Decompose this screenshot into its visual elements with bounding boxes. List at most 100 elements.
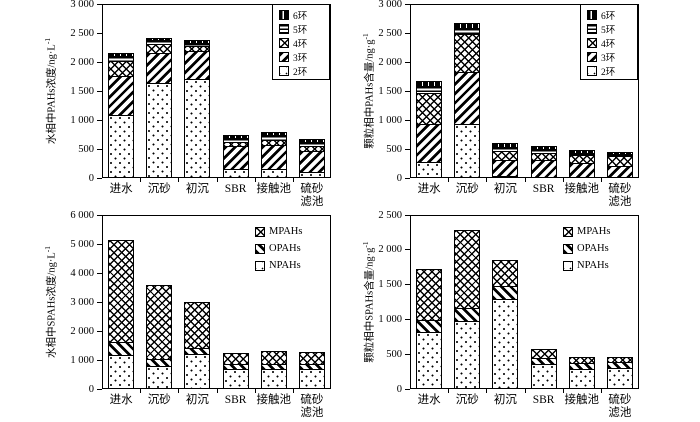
bar-primary-sed [184,302,211,389]
x-tick-mark [216,389,218,393]
y-tick-label: 2 500 [378,209,402,221]
bar-segment-mpahs [417,269,442,321]
y-tick-mark [97,330,102,332]
bar-sand-filter [298,351,325,389]
bar-segment-ring4 [569,154,594,164]
bar-segment-ring4 [455,33,480,72]
bar-segment-ring3 [185,51,210,79]
bar-contact-tank [568,356,595,389]
bar-segment-mpahs [109,240,134,343]
y-tick-mark [405,214,410,216]
bar-segment-opahs [417,320,442,333]
legend-item: 6环 [581,8,637,22]
y-tick-mark [97,3,102,5]
bar-segment-ring3 [223,146,248,169]
x-category-label: 沉砂 [455,183,479,195]
legend: MPAHs OPAHs NPAHs [563,223,635,274]
bar-segment-ring4 [607,156,632,166]
y-tick-label: 2 000 [70,325,94,337]
x-tick-mark [448,178,450,182]
x-category-label: SBR [224,394,247,406]
x-category-label: 硫砂 滤池 [608,394,632,419]
bar-grit-tank [454,229,481,389]
legend-item: 3环 [273,50,329,64]
y-tick-mark [405,61,410,63]
chart-water-pahs: 水相中PAHs浓度/ng·L-1 3 000 2 500 2 000 1 500 1 00… [0,0,350,211]
y-tick-label: 500 [386,143,402,155]
bar-segment-ring5 [607,153,632,157]
x-category-label: 接触池 [256,394,291,406]
bar-segment-ring4 [531,152,556,160]
y-tick-label: 1 000 [378,114,402,126]
legend-label: 5环 [601,26,616,36]
x-tick-mark [562,389,564,393]
bar-contact-tank [260,351,287,389]
bar-segment-ring4 [109,60,134,77]
bar-segment-ring2 [299,171,324,177]
bar-segment-ring3 [493,159,518,177]
y-tick-label: 4 000 [70,267,94,279]
bar-segment-ring4 [185,45,210,52]
bar-segment-npahs [569,369,594,388]
bar-segment-ring6 [185,41,210,43]
y-tick-label: 500 [78,143,94,155]
x-category-label: 初沉 [185,183,209,195]
bar-segment-ring6 [417,81,442,87]
y-tick-label: 3 000 [70,296,94,308]
bar-segment-npahs [185,354,210,388]
y-tick-label: 0 [88,383,94,395]
y-tick-mark [97,214,102,216]
bar-segment-ring2 [261,169,286,177]
y-tick-mark [405,284,410,286]
bar-segment-opahs [607,362,632,368]
x-category-label: 初沉 [493,394,517,406]
legend-item: 2环 [581,64,637,78]
y-tick-label: 2 500 [378,27,402,39]
x-category-label: 进水 [109,394,133,406]
x-category-label: 接触池 [564,394,599,406]
legend-label: NPAHs [269,260,301,271]
y-tick-mark [405,3,410,5]
x-tick-mark [254,178,256,182]
x-tick-mark [600,389,602,393]
bar-segment-mpahs [493,261,518,286]
bar-segment-ring5 [455,28,480,34]
bar-segment-mpahs [147,286,172,359]
bar-sand-filter [298,138,325,178]
bar-segment-ring4 [147,43,172,54]
y-tick-mark [97,32,102,34]
legend-swatch-diag-up [587,52,597,62]
bar-segment-ring6 [147,38,172,41]
legend-label: 6环 [601,12,616,22]
bar-sbr [222,353,249,389]
legend-item: NPAHs [255,257,327,274]
bar-segment-ring4 [299,145,324,151]
bar-segment-mpahs [569,357,594,363]
y-tick-mark [97,148,102,150]
legend-label: OPAHs [269,243,301,254]
y-tick-mark [97,272,102,274]
legend-item: MPAHs [563,223,635,240]
bar-segment-npahs [299,368,324,388]
y-tick-label: 500 [386,348,402,360]
bar-inflow [108,239,135,389]
legend-swatch-cross [587,38,597,48]
bar-sbr [222,135,249,178]
y-axis-title-text: 颗粒相中SPAHs含量/ng·g [364,247,376,363]
x-tick-mark [486,389,488,393]
bar-sbr [530,348,557,389]
legend-swatch-dots [279,66,289,76]
legend-swatch-hlines [279,24,289,34]
bar-grit-tank [146,37,173,178]
x-category-label: 沉砂 [147,394,171,406]
x-category-label: SBR [532,183,555,195]
x-category-label: 沉砂 [147,183,171,195]
bar-inflow [416,80,443,178]
bar-segment-ring3 [147,53,172,84]
y-tick-mark [405,148,410,150]
legend-item: 4环 [273,36,329,50]
chart-particulate-pahs: 颗粒相中PAHs含量/ng·g-1 3 000 2 500 2 000 1 500 1 0… [350,0,700,211]
x-category-label: 沉砂 [455,394,479,406]
bar-segment-ring2 [455,123,480,177]
bar-sbr [530,145,557,178]
